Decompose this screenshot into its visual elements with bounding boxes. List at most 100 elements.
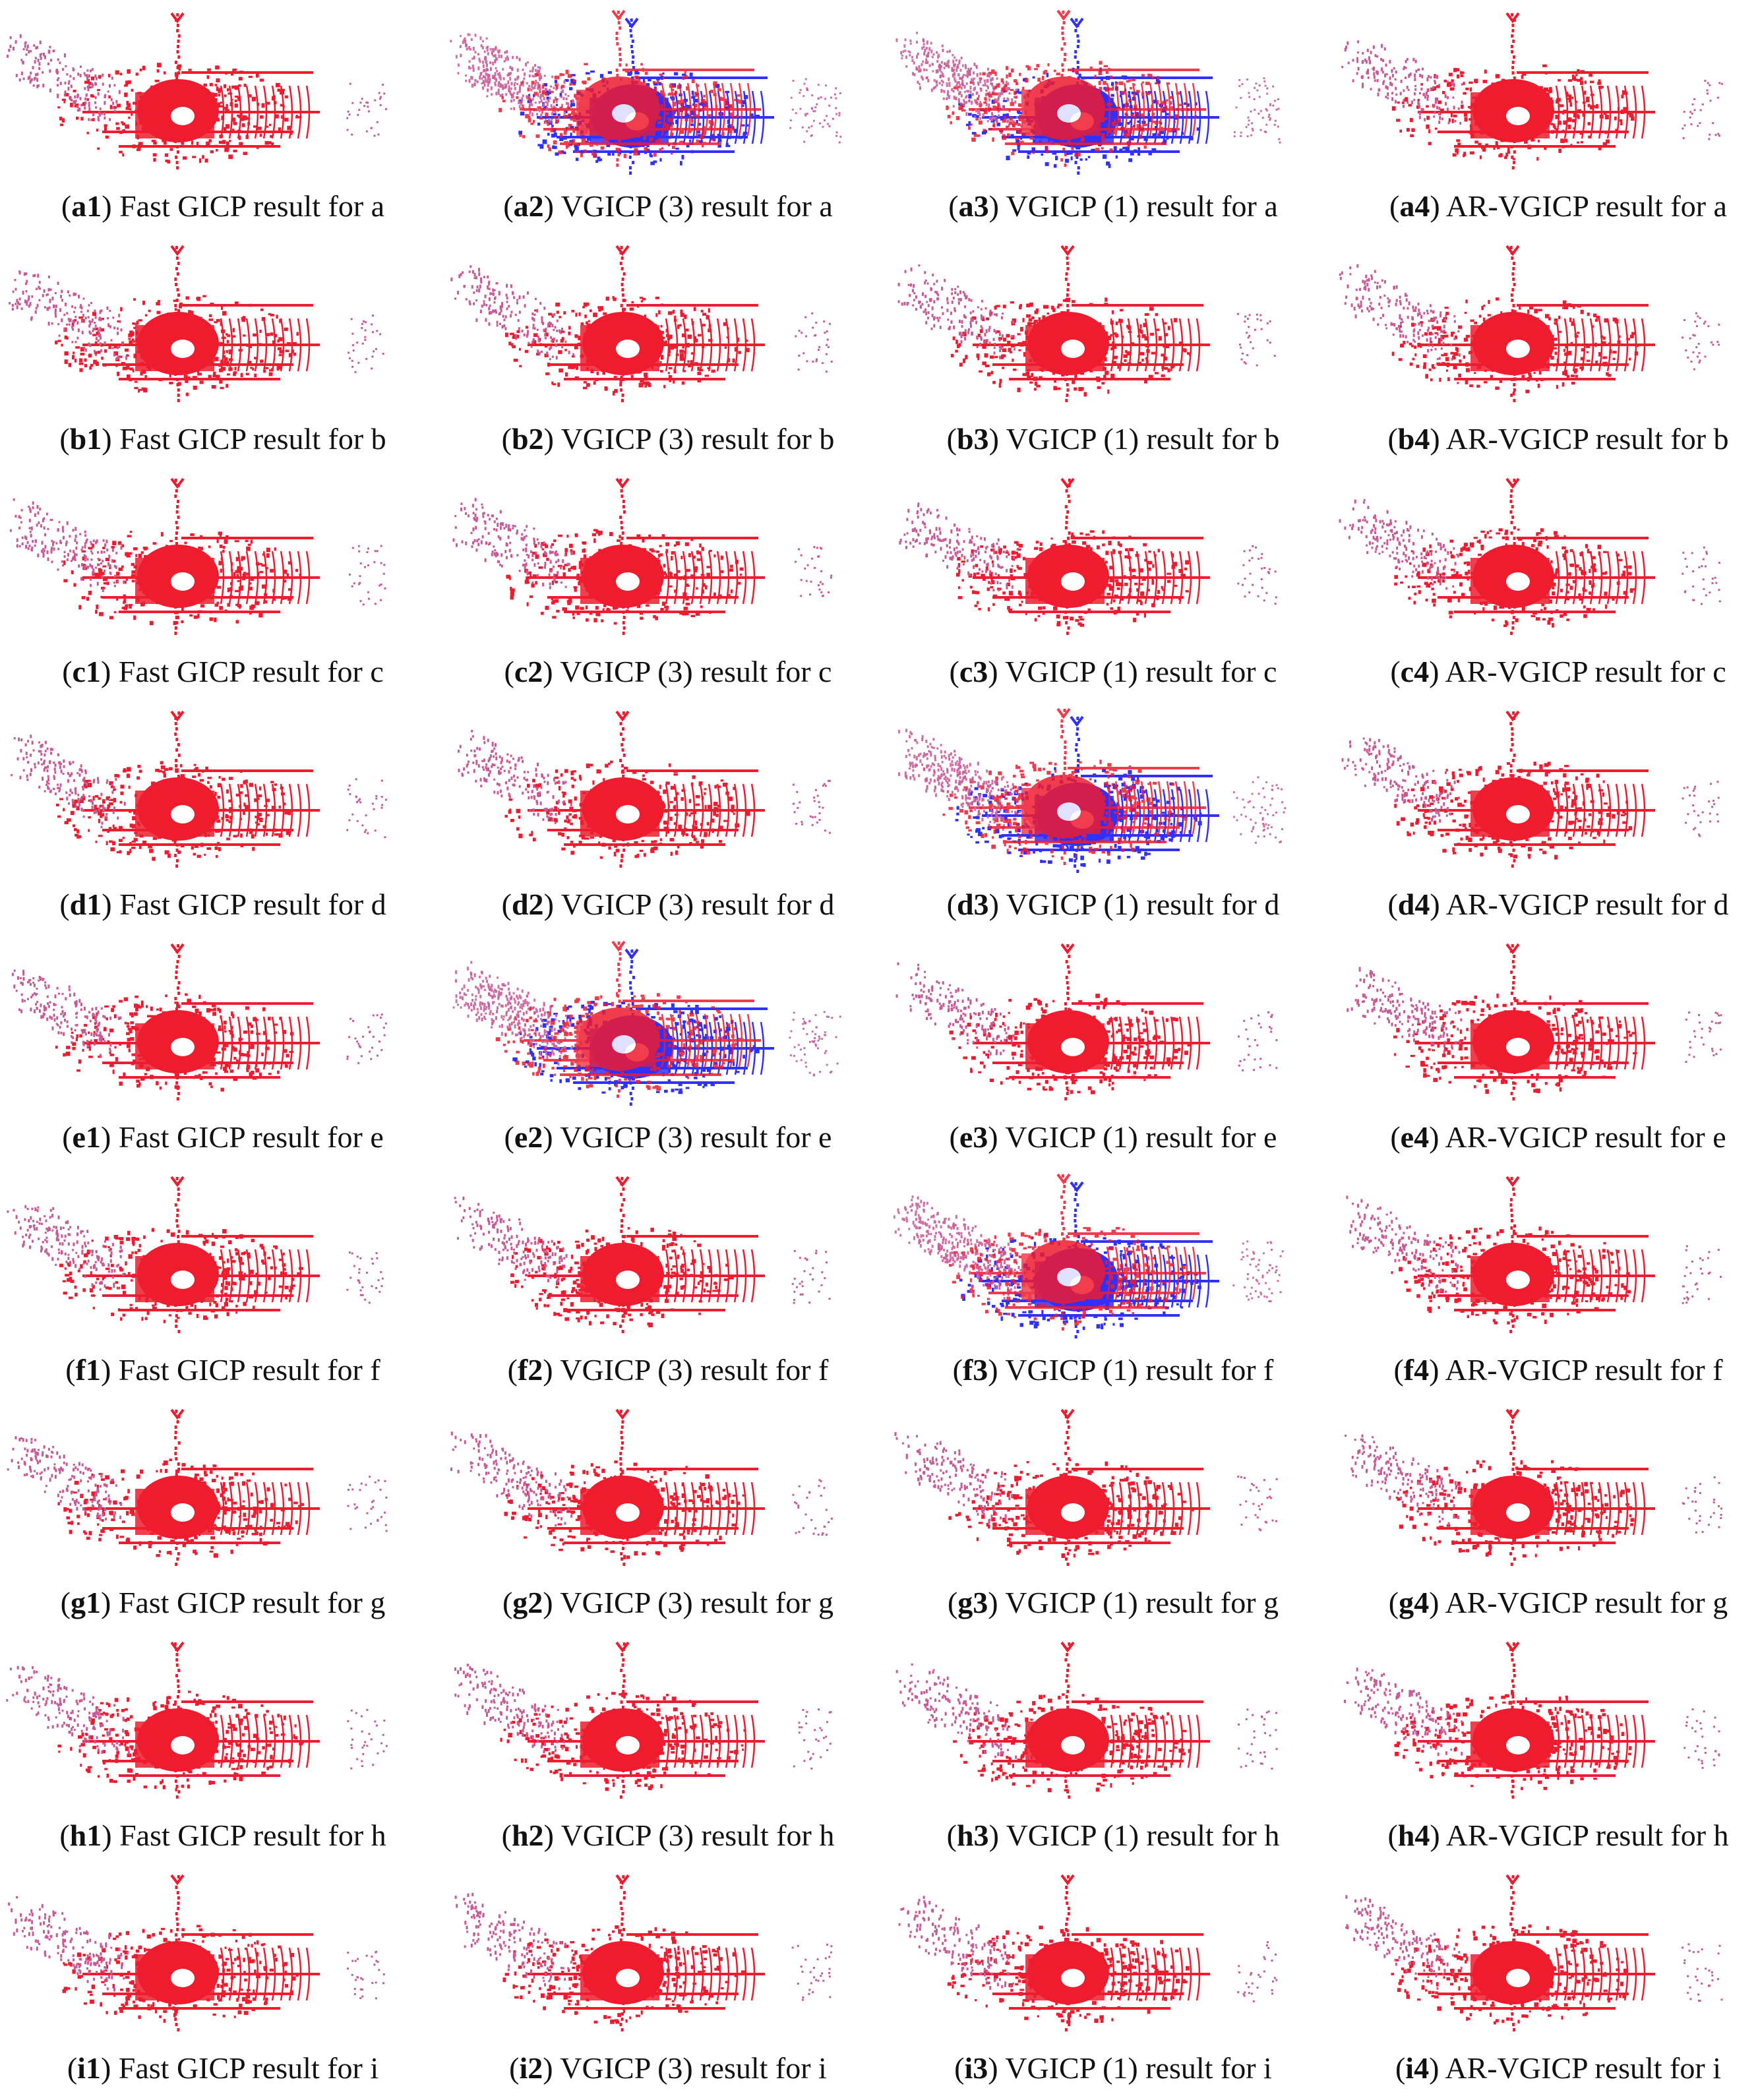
point-cloud-plot-a2	[450, 9, 842, 175]
caption-paren-open: (	[1393, 1353, 1403, 1387]
point-cloud-plot-c1	[9, 477, 386, 635]
caption-paren-close: )	[988, 2051, 1005, 2085]
caption-paren-open: (	[502, 887, 512, 921]
caption-label: g1	[71, 1586, 101, 1619]
caption-paren-open: (	[947, 887, 957, 921]
caption-text: Fast GICP result for h	[119, 1818, 386, 1852]
caption-paren-close: )	[101, 1120, 119, 1154]
caption-text: VGICP (1) result for i	[1005, 2051, 1272, 2085]
caption-label: e4	[1401, 1120, 1429, 1154]
panel-caption: (a4) AR-VGICP result for a	[1339, 188, 1758, 225]
caption-paren-open: (	[67, 2051, 77, 2085]
figure-panel-e4: (e4) AR-VGICP result for e	[1339, 931, 1758, 1164]
caption-paren-close: )	[543, 655, 560, 688]
point-cloud-plot-i3	[898, 1874, 1278, 2031]
caption-paren-close: )	[1430, 887, 1445, 921]
caption-label: e2	[514, 1120, 543, 1154]
panel-caption: (h1) Fast GICP result for h	[3, 1817, 442, 1854]
caption-label: h4	[1398, 1818, 1430, 1852]
caption-paren-close: )	[1429, 2051, 1445, 2085]
caption-paren-close: )	[101, 2051, 119, 2085]
point-cloud-plot-i2	[454, 1874, 833, 2031]
caption-label: i4	[1405, 2051, 1429, 2085]
panel-caption: (f3) VGICP (1) result for f	[894, 1352, 1333, 1389]
point-cloud-plot-f2	[454, 1176, 831, 1333]
caption-label: g2	[512, 1586, 543, 1619]
figure-panel-a1: (a1) Fast GICP result for a	[3, 0, 442, 233]
figure-panel-c2: (c2) VGICP (3) result for c	[448, 465, 888, 698]
panel-caption: (i3) VGICP (1) result for i	[894, 2050, 1333, 2087]
caption-paren-close: )	[544, 189, 561, 223]
figure-panel-f1: (f1) Fast GICP result for f	[3, 1164, 442, 1396]
caption-paren-close: )	[1430, 422, 1445, 456]
caption-paren-open: (	[948, 189, 958, 223]
caption-label: d1	[70, 887, 102, 921]
panel-caption: (i2) VGICP (3) result for i	[448, 2050, 888, 2087]
caption-text: VGICP (1) result for f	[1005, 1353, 1273, 1387]
figure-panel-d1: (d1) Fast GICP result for d	[3, 698, 442, 931]
caption-paren-open: (	[61, 189, 71, 223]
caption-paren-close: )	[544, 1818, 561, 1852]
caption-paren-close: )	[988, 655, 1005, 688]
caption-label: c1	[73, 655, 101, 688]
panel-caption: (h3) VGICP (1) result for h	[894, 1817, 1333, 1854]
point-cloud-plot-g3	[894, 1408, 1278, 1566]
caption-text: VGICP (1) result for d	[1006, 887, 1280, 921]
caption-paren-open: (	[59, 422, 69, 456]
caption-paren-close: )	[102, 422, 119, 456]
caption-label: i1	[77, 2051, 101, 2085]
caption-text: VGICP (1) result for b	[1006, 422, 1280, 456]
figure-panel-g3: (g3) VGICP (1) result for g	[894, 1396, 1333, 1629]
figure-panel-g2: (g2) VGICP (3) result for g	[448, 1396, 888, 1629]
figure-panel-b3: (b3) VGICP (1) result for b	[894, 233, 1333, 465]
point-cloud-plot-b4	[1339, 245, 1720, 402]
caption-paren-open: (	[59, 887, 69, 921]
caption-label: e3	[959, 1120, 988, 1154]
figure-panel-a3: (a3) VGICP (1) result for a	[894, 0, 1333, 233]
caption-paren-open: (	[62, 655, 72, 688]
point-cloud-plot-d3	[897, 707, 1287, 873]
caption-text: AR-VGICP result for i	[1445, 2051, 1721, 2085]
caption-label: f1	[76, 1353, 101, 1387]
panel-caption: (i1) Fast GICP result for i	[3, 2050, 442, 2087]
panel-caption: (c3) VGICP (1) result for c	[894, 653, 1333, 690]
caption-text: AR-VGICP result for g	[1445, 1586, 1728, 1619]
caption-paren-open: (	[947, 422, 957, 456]
point-cloud-plot-b1	[9, 245, 384, 402]
figure-panel-b1: (b1) Fast GICP result for b	[3, 233, 442, 465]
panel-caption: (h2) VGICP (3) result for h	[448, 1817, 888, 1854]
panel-caption: (e1) Fast GICP result for e	[3, 1119, 442, 1156]
caption-label: f3	[963, 1353, 988, 1387]
caption-text: VGICP (3) result for c	[560, 655, 832, 688]
figure-panel-e3: (e3) VGICP (1) result for e	[894, 931, 1333, 1164]
caption-text: AR-VGICP result for b	[1446, 422, 1729, 456]
caption-text: Fast GICP result for i	[119, 2051, 379, 2085]
caption-text: VGICP (3) result for d	[561, 887, 835, 921]
panel-caption: (a2) VGICP (3) result for a	[448, 188, 888, 225]
caption-paren-open: (	[62, 1120, 72, 1154]
point-cloud-plot-h1	[6, 1641, 388, 1799]
caption-paren-close: )	[101, 1586, 119, 1619]
caption-paren-open: (	[502, 1818, 512, 1852]
figure-panel-i1: (i1) Fast GICP result for i	[3, 1862, 442, 2095]
caption-paren-close: )	[989, 1818, 1006, 1852]
caption-paren-close: )	[1429, 1586, 1445, 1619]
panel-caption: (g3) VGICP (1) result for g	[894, 1584, 1333, 1621]
caption-text: VGICP (3) result for f	[560, 1353, 828, 1387]
figure-panel-e2: (e2) VGICP (3) result for e	[448, 931, 888, 1164]
caption-paren-open: (	[1387, 887, 1397, 921]
caption-paren-open: (	[1389, 1586, 1399, 1619]
panel-caption: (h4) AR-VGICP result for h	[1339, 1817, 1758, 1854]
point-cloud-plot-a4	[1341, 12, 1723, 169]
point-cloud-plot-b3	[897, 245, 1276, 402]
caption-label: f2	[518, 1353, 543, 1387]
caption-paren-close: )	[988, 1120, 1005, 1154]
panel-caption: (c1) Fast GICP result for c	[3, 653, 442, 690]
figure-panel-d3: (d3) VGICP (1) result for d	[894, 698, 1333, 931]
caption-paren-open: (	[1387, 1818, 1397, 1852]
figure-panel-g1: (g1) Fast GICP result for g	[3, 1396, 442, 1629]
figure-panel-i3: (i3) VGICP (1) result for i	[894, 1862, 1333, 2095]
point-cloud-plot-g1	[7, 1408, 388, 1566]
caption-label: b3	[957, 422, 989, 456]
caption-paren-close: )	[544, 887, 561, 921]
